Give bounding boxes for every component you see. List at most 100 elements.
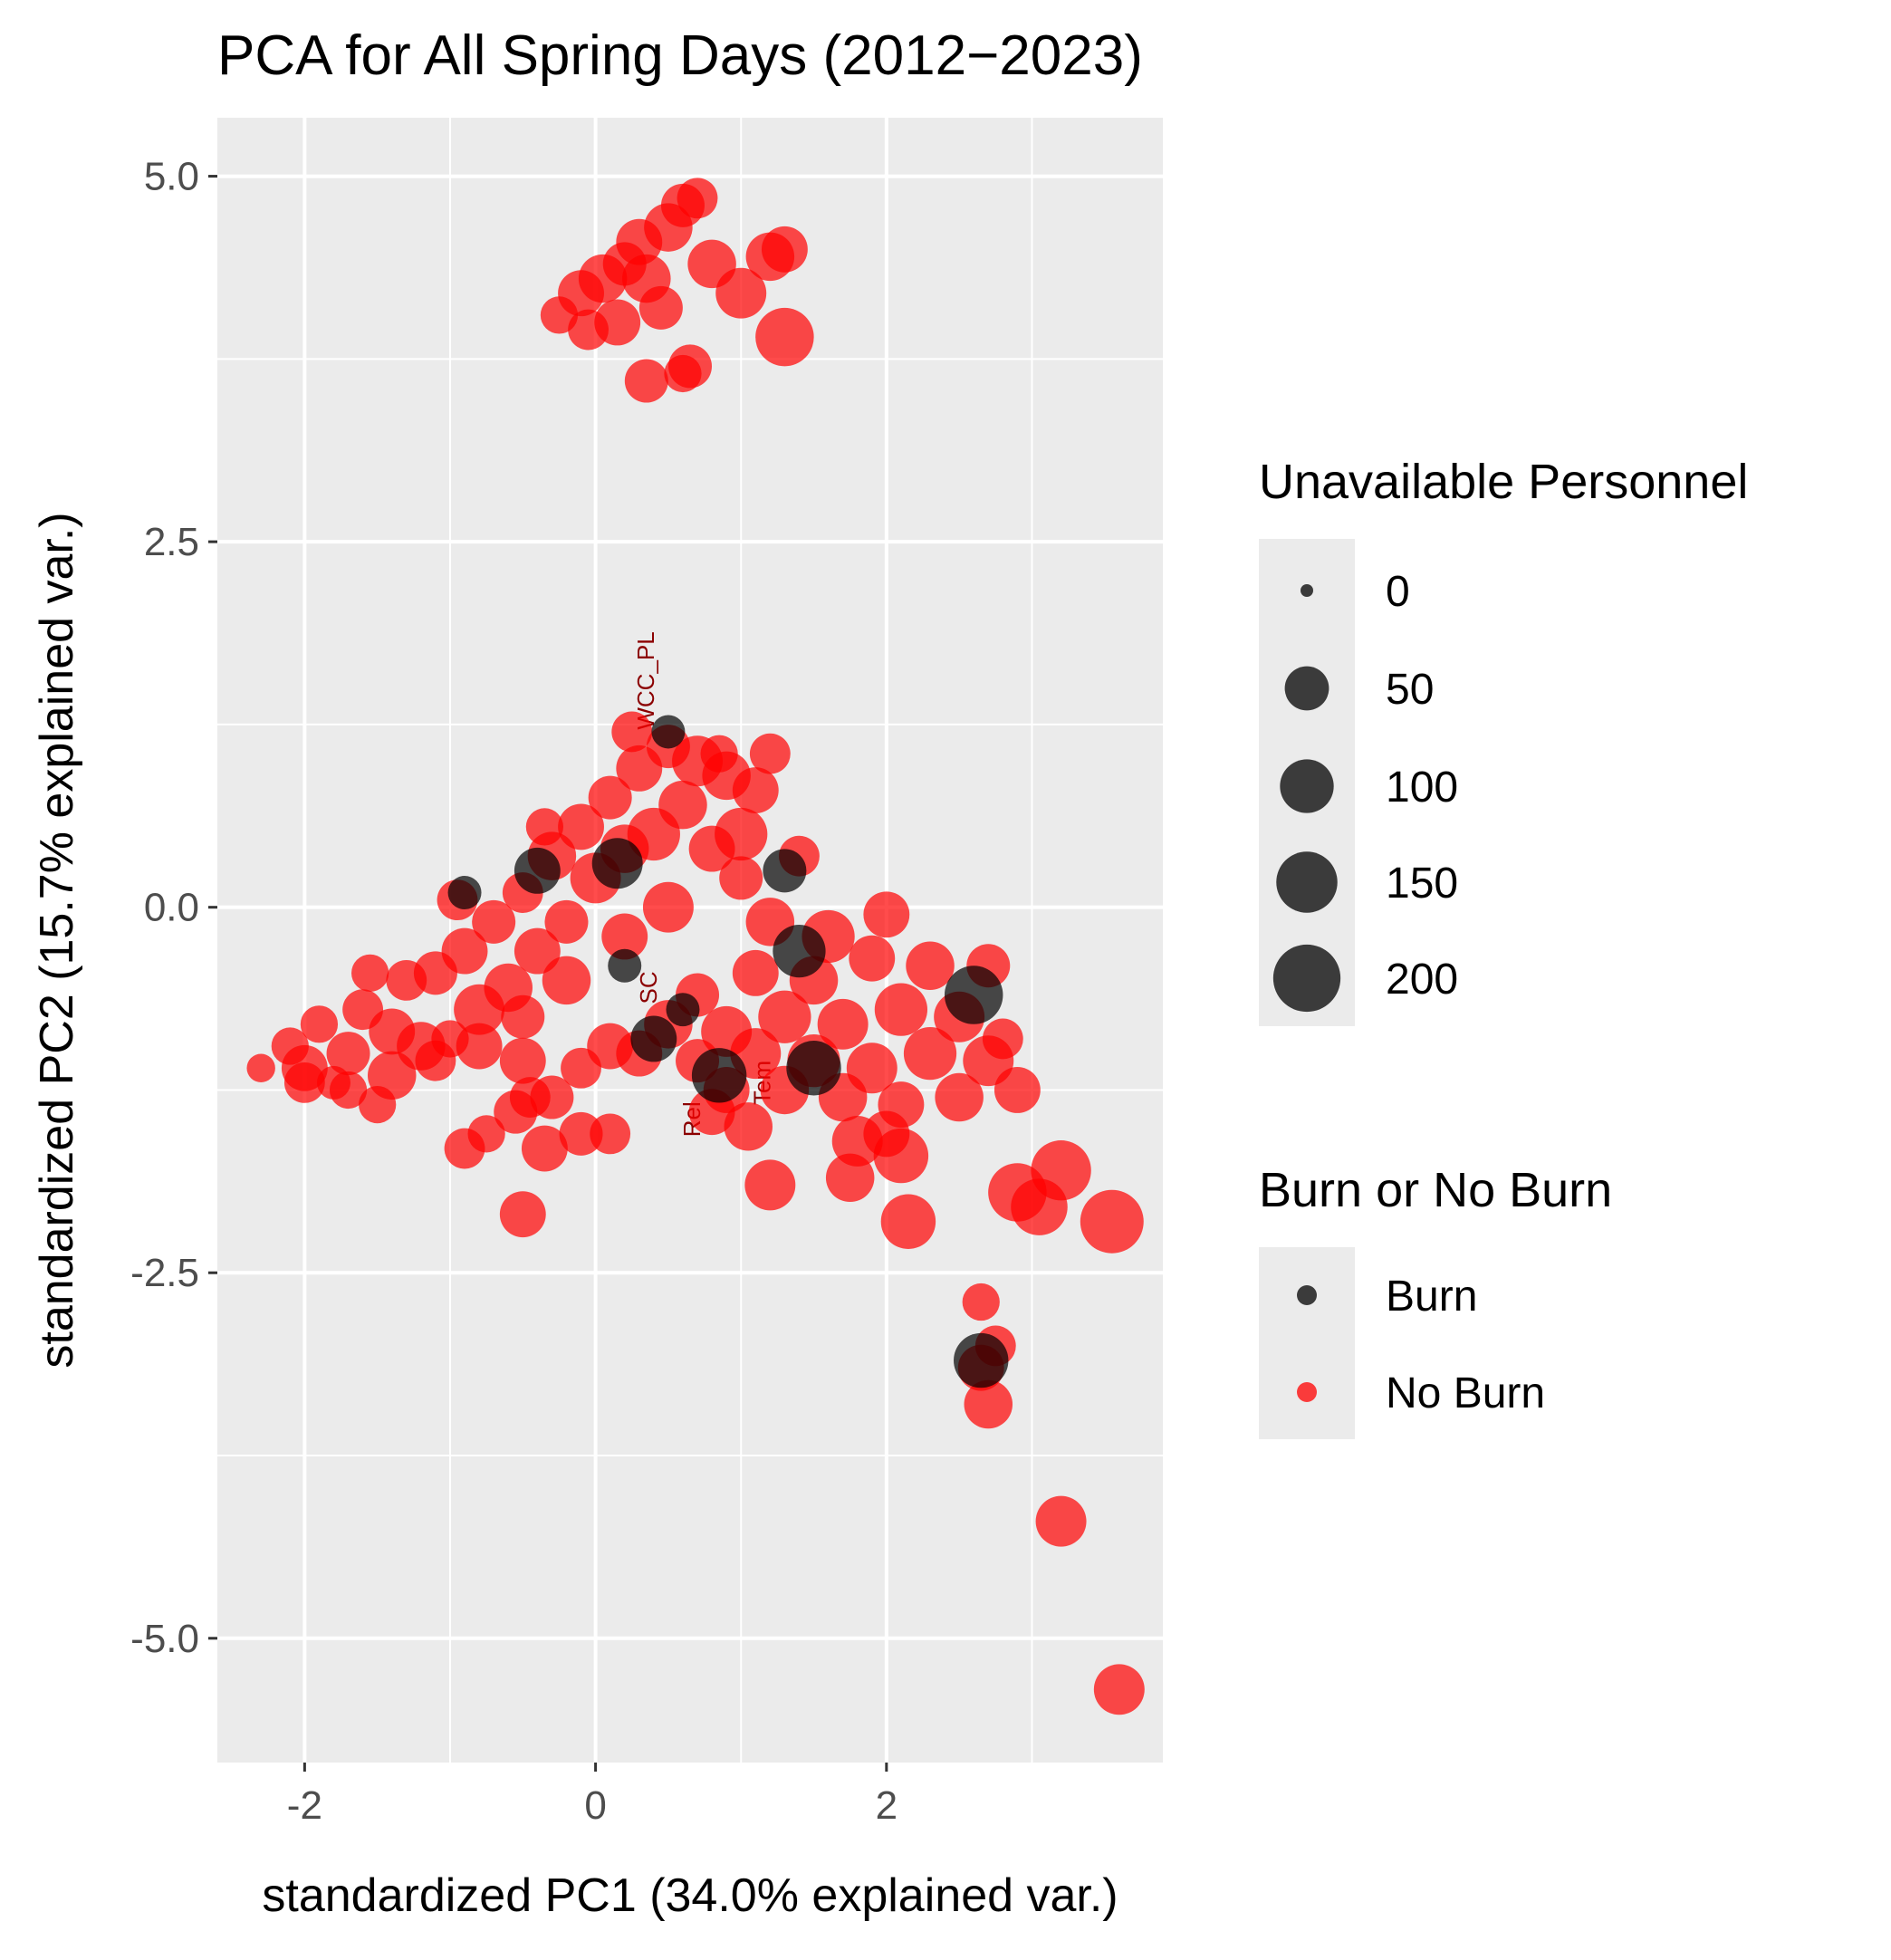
legend-color-key-background bbox=[1259, 1247, 1355, 1439]
legend-size-title: Unavailable Personnel bbox=[1259, 455, 1748, 509]
no-burn-point bbox=[351, 954, 389, 992]
no-burn-point bbox=[906, 941, 955, 990]
axis-ticks: -2 0 2 5.0 2.5 0.0 -2.5 -5.0 bbox=[130, 155, 898, 1828]
legend-size-label: 0 bbox=[1386, 568, 1410, 616]
no-burn-point bbox=[622, 254, 671, 303]
no-burn-point bbox=[1093, 1664, 1145, 1715]
no-burn-point bbox=[993, 1067, 1041, 1113]
x-axis-title: standardized PC1 (34.0% explained var.) bbox=[262, 1869, 1118, 1922]
burn-point bbox=[666, 993, 700, 1027]
x-tick-label: 2 bbox=[876, 1783, 898, 1828]
no-burn-point bbox=[300, 1005, 339, 1043]
no-burn-point bbox=[525, 808, 564, 846]
no-burn-point bbox=[501, 994, 545, 1039]
legend-color-noburn-swatch bbox=[1297, 1382, 1317, 1402]
burn-point bbox=[773, 924, 826, 978]
legend-size-swatch bbox=[1280, 759, 1334, 813]
no-burn-point bbox=[873, 1128, 929, 1184]
no-burn-point bbox=[559, 1111, 603, 1156]
legend-size: Unavailable Personnel 0 50 100 150 200 bbox=[1259, 455, 1748, 1026]
no-burn-point bbox=[509, 1077, 551, 1118]
no-burn-point bbox=[880, 1194, 936, 1249]
no-burn-point bbox=[283, 1062, 325, 1103]
no-burn-point bbox=[719, 856, 763, 900]
no-burn-point bbox=[962, 1283, 1000, 1321]
loading-label: SC bbox=[635, 971, 662, 1004]
x-tick-label: 0 bbox=[584, 1783, 606, 1828]
grid-lines bbox=[217, 118, 1163, 1763]
no-burn-point bbox=[874, 983, 928, 1036]
burn-point bbox=[763, 849, 807, 893]
no-burn-point bbox=[590, 1113, 631, 1155]
no-burn-point bbox=[758, 990, 811, 1043]
burn-point bbox=[591, 838, 643, 889]
no-burn-point bbox=[677, 178, 718, 219]
legend-color-noburn-label: No Burn bbox=[1386, 1369, 1545, 1417]
no-burn-point bbox=[1080, 1189, 1144, 1254]
y-tick-label: -2.5 bbox=[130, 1251, 199, 1295]
no-burn-point bbox=[761, 226, 808, 273]
no-burn-point bbox=[568, 309, 609, 351]
burn-point bbox=[630, 1015, 677, 1062]
no-burn-point bbox=[467, 1115, 505, 1153]
no-burn-point bbox=[329, 1071, 368, 1110]
no-burn-point bbox=[749, 733, 791, 774]
no-burn-point bbox=[601, 913, 648, 960]
no-burn-point bbox=[542, 956, 591, 1005]
chart-title: PCA for All Spring Days (2012−2023) bbox=[217, 24, 1143, 87]
y-tick-label: 2.5 bbox=[144, 520, 199, 564]
no-burn-point bbox=[456, 1023, 503, 1070]
legend-size-swatch bbox=[1284, 666, 1329, 711]
burn-point bbox=[514, 847, 561, 894]
no-burn-point bbox=[499, 1191, 546, 1238]
burn-point bbox=[651, 715, 686, 749]
legend-size-swatch bbox=[1272, 944, 1341, 1013]
burn-point bbox=[944, 966, 1003, 1024]
no-burn-point bbox=[499, 1037, 546, 1084]
no-burn-point bbox=[664, 354, 702, 393]
burn-point bbox=[691, 1048, 747, 1103]
no-burn-point bbox=[658, 780, 707, 830]
no-burn-point bbox=[441, 927, 488, 975]
no-burn-point bbox=[715, 267, 767, 319]
legend-size-label: 150 bbox=[1386, 860, 1458, 908]
no-burn-point bbox=[367, 1051, 417, 1100]
legend-size-label: 200 bbox=[1386, 956, 1458, 1004]
x-tick-label: -2 bbox=[287, 1783, 322, 1828]
legend-color: Burn or No Burn Burn No Burn bbox=[1259, 1163, 1612, 1439]
legend-size-swatch bbox=[1276, 851, 1338, 913]
no-burn-point bbox=[724, 1102, 773, 1151]
no-burn-point bbox=[1031, 1140, 1091, 1201]
y-axis-title: standardized PC2 (15.7% explained var.) bbox=[31, 512, 83, 1368]
no-burn-point bbox=[863, 891, 910, 938]
no-burn-point bbox=[982, 1018, 1023, 1060]
burn-point bbox=[954, 1332, 1009, 1388]
no-burn-point bbox=[514, 927, 561, 975]
no-burn-point bbox=[715, 807, 768, 861]
legend-size-label: 50 bbox=[1386, 666, 1434, 714]
no-burn-point bbox=[964, 1379, 1013, 1429]
no-burn-point bbox=[642, 881, 694, 933]
no-burn-point bbox=[521, 1125, 568, 1172]
no-burn-point bbox=[732, 767, 779, 813]
no-burn-point bbox=[849, 935, 896, 982]
no-burn-point bbox=[246, 1053, 275, 1082]
no-burn-point bbox=[846, 1042, 898, 1094]
legend-size-label: 100 bbox=[1386, 764, 1458, 812]
no-burn-point bbox=[935, 1072, 984, 1122]
y-tick-label: -5.0 bbox=[130, 1617, 199, 1661]
y-tick-label: 5.0 bbox=[144, 155, 199, 199]
no-burn-point bbox=[472, 899, 516, 944]
burn-point bbox=[608, 948, 642, 983]
no-burn-point bbox=[903, 1026, 957, 1081]
no-burn-point bbox=[624, 359, 668, 403]
no-burn-point bbox=[732, 949, 779, 996]
no-burn-point bbox=[817, 998, 869, 1050]
legend-color-burn-swatch bbox=[1297, 1285, 1317, 1305]
no-burn-point bbox=[611, 711, 653, 753]
no-burn-point bbox=[825, 1153, 875, 1203]
no-burn-point bbox=[755, 307, 814, 367]
plot-panel bbox=[217, 118, 1163, 1763]
legend-color-title: Burn or No Burn bbox=[1259, 1163, 1612, 1217]
